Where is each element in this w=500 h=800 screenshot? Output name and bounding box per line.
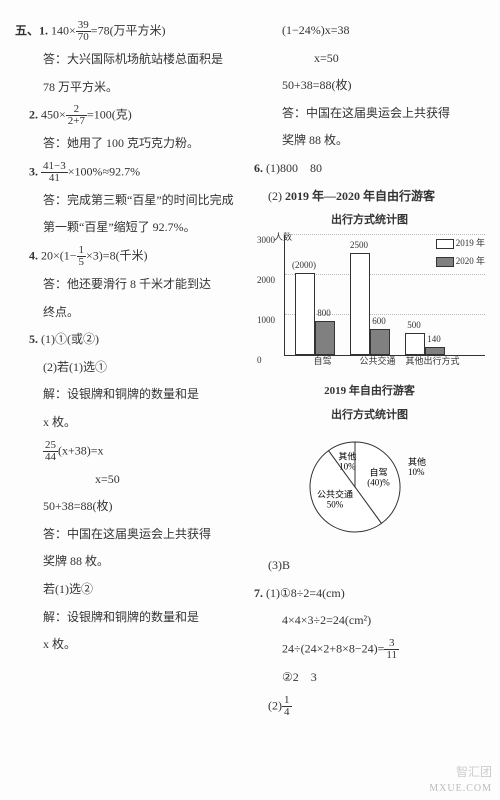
q3-fraction: 41−341 (41, 161, 68, 184)
legend-swatch-2020 (436, 257, 454, 267)
q5-eq-fraction: 2544 (43, 440, 58, 463)
q5-answer-line1: 答：中国在这届奥运会上共获得 (15, 524, 244, 546)
q2-number: 2. (29, 107, 38, 121)
q4-expr-head: 20×(1− (41, 248, 77, 262)
legend-2019: 2019 年 (436, 235, 485, 251)
svg-text:公共交通: 公共交通 (316, 488, 352, 499)
svg-text:其他: 其他 (408, 456, 426, 467)
cont-eq2: x=50 (254, 48, 485, 70)
pie-chart: 自驾(40)%公共交通50%其他10%其他10% (254, 432, 485, 550)
q5-eq-result: x=50 (15, 469, 244, 491)
q7-line1: (1)①8÷2=4(cm) (266, 586, 345, 600)
q5-part2: (2)若(1)选① (15, 357, 244, 379)
legend-swatch-2019 (436, 239, 454, 249)
svg-text:其他: 其他 (338, 450, 356, 461)
watermark-cn: 智汇团 (456, 763, 492, 780)
q3-answer-line2: 第一颗“百星”缩短了 92.7%。 (15, 217, 244, 239)
q5-alt-solve-line1: 解：设银牌和铜牌的数量和是 (15, 607, 244, 629)
q2-expr-tail: =100(克) (87, 107, 132, 121)
q7-line4: ②2 3 (254, 667, 485, 689)
q5-answer-line2: 奖牌 88 枚。 (15, 551, 244, 573)
q5-alt: 若(1)选② (15, 579, 244, 601)
legend-label-2019: 2019 年 (456, 238, 485, 248)
q6-part2-wrap: (2) 2019 年—2020 年自由行游客 (254, 186, 485, 208)
svg-text:10%: 10% (408, 467, 425, 477)
q3: 3. 41−341×100%≈92.7% (15, 161, 244, 184)
pie-chart-title-line1: 2019 年自由行游客 (254, 382, 485, 402)
q1-expr-tail: =78(万平方米) (91, 23, 166, 37)
q5-alt-solve-line2: x 枚。 (15, 634, 244, 656)
q4-answer-line2: 终点。 (15, 302, 244, 324)
q3-answer-line1: 答：完成第三颗“百星”的时间比完成 (15, 190, 244, 212)
q1: 五、1. 140×3970=78(万平方米) (15, 20, 244, 43)
watermark-url: MXUE.COM (429, 783, 492, 794)
q2-fraction: 22+7 (66, 104, 87, 127)
q5-solve-line2: x 枚。 (15, 412, 244, 434)
q6: 6. (1)800 80 (254, 158, 485, 180)
legend-label-2020: 2020 年 (456, 256, 485, 266)
svg-text:(40)%: (40)% (367, 477, 390, 487)
q4-number: 4. (29, 248, 38, 262)
right-column: (1−24%)x=38 x=50 50+38=88(枚) 答：中国在这届奥运会上… (254, 20, 485, 724)
q2-expr-head: 450× (41, 107, 66, 121)
q3-number: 3. (29, 164, 38, 178)
svg-text:10%: 10% (339, 461, 356, 471)
q6-part1: (1)800 80 (266, 161, 322, 175)
q4-answer-line1: 答：他还要滑行 8 千米才能到达 (15, 274, 244, 296)
q6-part2: (2) (254, 189, 282, 203)
left-column: 五、1. 140×3970=78(万平方米) 答：大兴国际机场航站楼总面积是 7… (15, 20, 244, 724)
svg-text:自驾: 自驾 (369, 466, 387, 477)
q2: 2. 450×22+7=100(克) (15, 104, 244, 127)
bar-chart-area: 2019 年 2020 年 0100020003000(2000)800自驾25… (284, 235, 485, 356)
bar-chart-legend: 2019 年 2020 年 (436, 235, 485, 271)
q6-part3: (3)B (254, 555, 485, 577)
q1-fraction: 3970 (76, 20, 91, 43)
q5-equation: 2544(x+38)=x (15, 440, 244, 463)
cont-sum: 50+38=88(枚) (254, 75, 485, 97)
q7-line5-label: (2) (268, 698, 282, 712)
q7-line3: 24÷(24×2+8×8−24)=311 (254, 638, 485, 661)
cont-eq1: (1−24%)x=38 (254, 20, 485, 42)
q1-number: 五、1. (15, 23, 48, 37)
q4-expr-tail: ×3)=8(千米) (86, 248, 148, 262)
q7-line2: 4×4×3÷2=24(cm²) (254, 610, 485, 632)
q4-fraction: 15 (77, 245, 87, 268)
q1-answer-line2: 78 万平方米。 (15, 77, 244, 99)
q3-expr-tail: ×100%≈92.7% (68, 164, 140, 178)
pie-chart-title-line2: 出行方式统计图 (254, 406, 485, 426)
legend-2020: 2020 年 (436, 253, 485, 269)
q5-part1: (1)①(或②) (41, 332, 99, 346)
q5: 5. (1)①(或②) (15, 329, 244, 351)
pie-chart-svg: 自驾(40)%公共交通50%其他10%其他10% (300, 432, 440, 542)
bar-chart: 人数 2019 年 2020 年 0100020003000(2000)800自… (264, 235, 485, 356)
q5-solve-line1: 解：设银牌和铜牌的数量和是 (15, 384, 244, 406)
q5-number: 5. (29, 332, 38, 346)
q5-sum: 50+38=88(枚) (15, 496, 244, 518)
q7-line3-fraction: 311 (384, 638, 399, 661)
q6-number: 6. (254, 161, 263, 175)
q5-eq-tail: (x+38)=x (58, 443, 104, 457)
q7-line3-pre: 24÷(24×2+8×8−24)= (282, 641, 384, 655)
q7-line5-fraction: 14 (282, 695, 292, 718)
q7: 7. (1)①8÷2=4(cm) (254, 583, 485, 605)
q2-answer: 答：她用了 100 克巧克力粉。 (15, 133, 244, 155)
cont-answer-line2: 奖牌 88 枚。 (254, 130, 485, 152)
q1-answer-line1: 答：大兴国际机场航站楼总面积是 (15, 49, 244, 71)
svg-text:50%: 50% (326, 499, 343, 509)
q4: 4. 20×(1−15×3)=8(千米) (15, 245, 244, 268)
cont-answer-line1: 答：中国在这届奥运会上共获得 (254, 103, 485, 125)
q7-number: 7. (254, 586, 263, 600)
q1-expr-head: 140× (51, 23, 76, 37)
bar-chart-title-line1: 2019 年—2020 年自由行游客 (285, 189, 435, 203)
q7-line5: (2)14 (254, 695, 485, 718)
